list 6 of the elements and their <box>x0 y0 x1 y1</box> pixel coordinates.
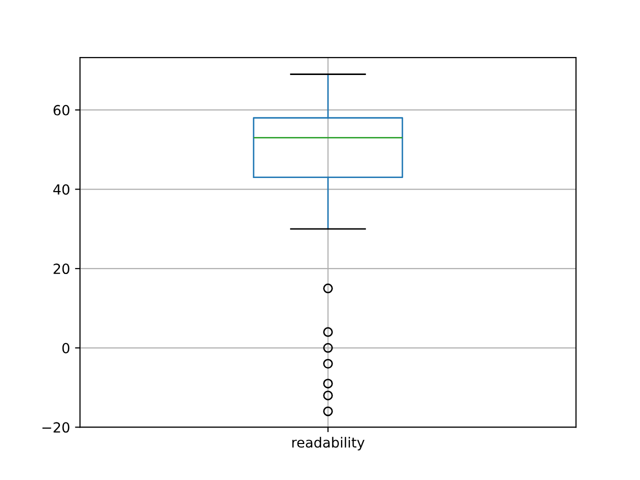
y-tick-label: 0 <box>62 342 70 354</box>
y-tick-label: −20 <box>42 422 70 433</box>
y-tick-label: 60 <box>54 104 70 116</box>
y-tick-label: 20 <box>54 264 70 274</box>
y-tick-label: 40 <box>53 184 70 195</box>
x-tick-label: readability <box>292 436 365 450</box>
